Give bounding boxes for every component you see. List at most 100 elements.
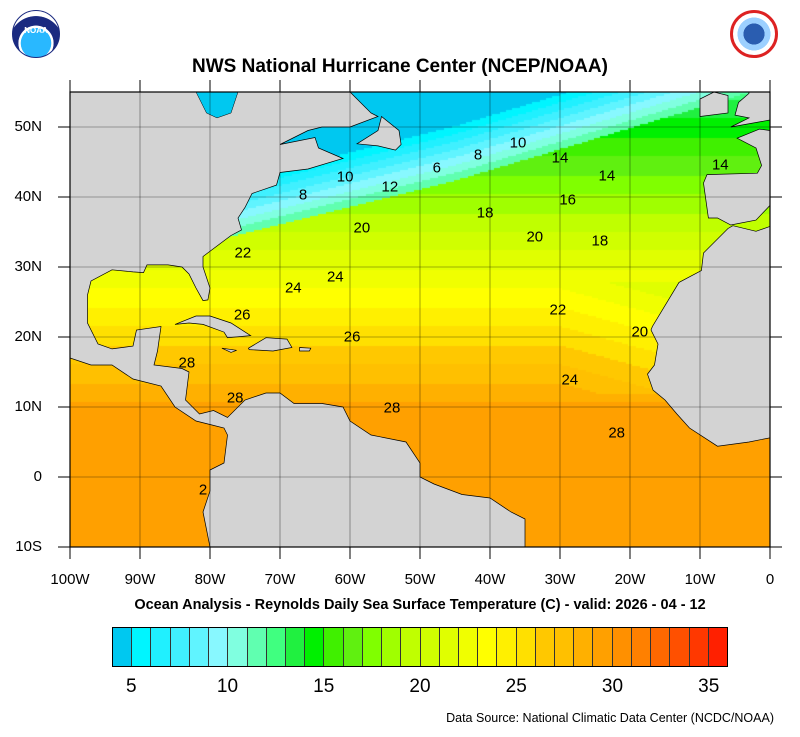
colorbar-tick-label: 5 bbox=[125, 676, 137, 697]
colorbar-swatch bbox=[689, 628, 709, 666]
page-title: NWS National Hurricane Center (NCEP/NOAA… bbox=[192, 56, 608, 77]
map-overlay bbox=[58, 80, 782, 559]
land-jamaica bbox=[221, 347, 237, 353]
lon-label: 10W bbox=[684, 571, 716, 588]
colorbar-swatch bbox=[420, 628, 440, 666]
contour-label: 28 bbox=[178, 354, 196, 372]
lat-label: 40N bbox=[14, 188, 42, 205]
colorbar bbox=[112, 627, 728, 667]
colorbar-swatch bbox=[555, 628, 575, 666]
lon-label: 30W bbox=[544, 571, 576, 588]
contour-label: 12 bbox=[381, 178, 399, 196]
land-newfoundland bbox=[355, 115, 402, 151]
contour-label: 28 bbox=[608, 424, 626, 442]
land-britain bbox=[730, 91, 771, 128]
contour-label: 18 bbox=[591, 232, 609, 250]
colorbar-swatch bbox=[612, 628, 632, 666]
contour-label: 26 bbox=[343, 328, 361, 346]
sst-map: 8 10 12 6 8 10 14 14 14 16 18 18 20 20 22 24 24 22 20 26 26 2… bbox=[58, 80, 782, 559]
contour-label: 10 bbox=[336, 168, 354, 186]
colorbar-swatch bbox=[670, 628, 690, 666]
contour-label: 6 bbox=[432, 159, 441, 177]
contour-label: 2 bbox=[198, 481, 208, 499]
map-subtitle: Ocean Analysis - Reynolds Daily Sea Surf… bbox=[134, 597, 706, 613]
colorbar-swatch bbox=[209, 628, 229, 666]
contour-label: 14 bbox=[551, 149, 569, 167]
colorbar-swatch bbox=[439, 628, 459, 666]
lon-label: 90W bbox=[124, 571, 156, 588]
data-source: Data Source: National Climatic Data Cent… bbox=[446, 711, 774, 725]
lon-label: 40W bbox=[474, 571, 506, 588]
lon-label: 80W bbox=[194, 571, 226, 588]
contour-label: 14 bbox=[711, 156, 729, 174]
land-cuba bbox=[174, 315, 252, 339]
contour-label: 22 bbox=[549, 301, 567, 319]
contour-label: 16 bbox=[559, 191, 577, 209]
colorbar-tick-label: 35 bbox=[698, 676, 720, 697]
lon-label: 100W bbox=[50, 571, 90, 588]
colorbar-swatch bbox=[651, 628, 671, 666]
colorbar-swatch bbox=[401, 628, 421, 666]
lon-label: 50W bbox=[404, 571, 436, 588]
contour-label: 28 bbox=[383, 399, 401, 417]
colorbar-swatch bbox=[266, 628, 286, 666]
land-hispaniola bbox=[248, 337, 293, 352]
lon-label: 20W bbox=[614, 571, 646, 588]
colorbar-tick-label: 25 bbox=[505, 676, 527, 697]
colorbar-swatch bbox=[324, 628, 344, 666]
noaa-logo-text: NOAA bbox=[24, 26, 48, 35]
colorbar-swatch bbox=[285, 628, 306, 666]
lon-label: 70W bbox=[264, 571, 296, 588]
colorbar-swatch bbox=[516, 628, 536, 666]
colorbar-swatch bbox=[343, 628, 363, 666]
contour-label: 24 bbox=[326, 268, 344, 286]
contour-label: 18 bbox=[476, 204, 494, 222]
colorbar-swatch bbox=[478, 628, 498, 666]
contour-label: 24 bbox=[284, 279, 302, 297]
land-europe bbox=[703, 128, 771, 226]
lon-label: 60W bbox=[334, 571, 366, 588]
lat-label: 10S bbox=[15, 538, 42, 555]
contour-label: 20 bbox=[526, 228, 544, 246]
contour-label: 20 bbox=[631, 323, 649, 341]
contour-label: 10 bbox=[509, 134, 527, 152]
land-ireland bbox=[699, 91, 729, 117]
colorbar-tick-label: 10 bbox=[216, 676, 239, 697]
colorbar-swatch bbox=[247, 628, 267, 666]
lat-label: 30N bbox=[14, 258, 42, 275]
contour-label: 28 bbox=[226, 389, 244, 407]
land-puerto-rico bbox=[299, 347, 312, 352]
colorbar-swatch bbox=[362, 628, 383, 666]
contour-label: 14 bbox=[598, 167, 616, 185]
colorbar-swatch bbox=[708, 628, 727, 666]
colorbar-swatch bbox=[458, 628, 479, 666]
colorbar-swatch bbox=[189, 628, 210, 666]
colorbar-swatch bbox=[228, 628, 248, 666]
contour-label: 26 bbox=[233, 306, 251, 324]
contour-label: 22 bbox=[234, 244, 252, 262]
colorbar-swatch bbox=[151, 628, 171, 666]
lat-label: 50N bbox=[14, 118, 42, 135]
colorbar-tick-label: 20 bbox=[409, 676, 431, 697]
lon-label: 0 bbox=[765, 571, 775, 588]
land-north-america bbox=[69, 91, 526, 548]
contour-label: 8 bbox=[298, 186, 308, 204]
lat-label: 10N bbox=[14, 398, 42, 415]
colorbar-swatch bbox=[305, 628, 325, 666]
colorbar-swatch bbox=[132, 628, 152, 666]
nws-logo bbox=[730, 10, 778, 58]
lat-label: 20N bbox=[14, 328, 42, 345]
colorbar-swatch bbox=[170, 628, 190, 666]
colorbar-tick-label: 30 bbox=[601, 676, 624, 697]
contour-label: 24 bbox=[561, 371, 579, 389]
colorbar-swatch bbox=[382, 628, 402, 666]
colorbar-swatch bbox=[574, 628, 594, 666]
colorbar-swatch bbox=[535, 628, 556, 666]
colorbar-swatch bbox=[631, 628, 652, 666]
contour-label: 8 bbox=[473, 146, 483, 164]
land-africa bbox=[647, 225, 771, 447]
contour-label: 20 bbox=[353, 219, 371, 237]
colorbar-swatch bbox=[497, 628, 517, 666]
lat-label: 0 bbox=[33, 468, 42, 485]
colorbar-tick-label: 15 bbox=[313, 676, 335, 697]
